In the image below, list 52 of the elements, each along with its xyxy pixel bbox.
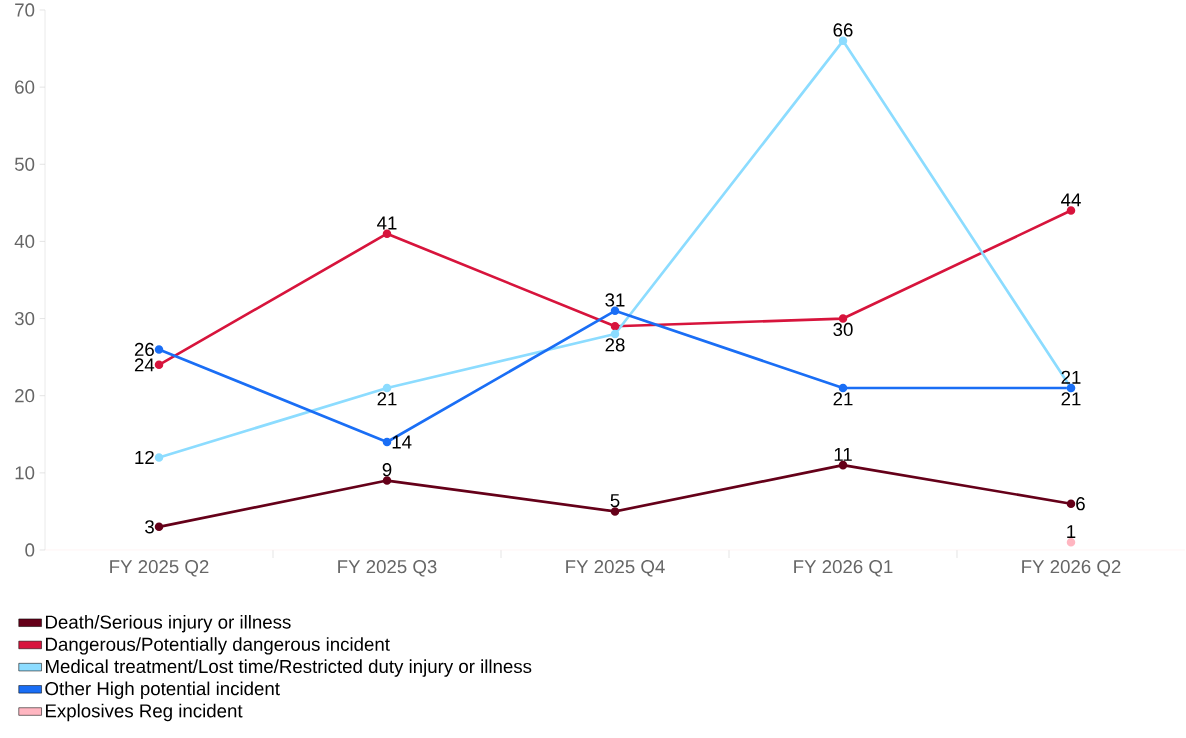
legend-label: Dangerous/Potentially dangerous incident bbox=[45, 637, 390, 655]
data-label: 30 bbox=[833, 322, 853, 337]
point bbox=[838, 383, 848, 393]
point bbox=[610, 306, 620, 316]
point bbox=[382, 437, 392, 447]
data-label: 6 bbox=[1076, 497, 1085, 511]
y-tick-label: 60 bbox=[15, 80, 35, 94]
data-label: 21 bbox=[1061, 370, 1081, 384]
data-label: 21 bbox=[377, 392, 397, 406]
data-label: 31 bbox=[605, 293, 625, 307]
point bbox=[838, 36, 848, 46]
point bbox=[382, 383, 392, 393]
x-tick-label: FY 2026 Q2 bbox=[1022, 560, 1121, 577]
data-label: 14 bbox=[392, 435, 412, 449]
data-label: 3 bbox=[145, 520, 154, 534]
y-tick-label: 40 bbox=[14, 234, 35, 249]
y-tick-label: 20 bbox=[15, 389, 35, 403]
data-label: 12 bbox=[135, 450, 154, 464]
x-tick-label: FY 2026 Q1 bbox=[794, 560, 893, 577]
point bbox=[154, 453, 164, 462]
legend-label: Explosives Reg incident bbox=[45, 703, 243, 722]
point bbox=[154, 360, 164, 370]
data-label: 21 bbox=[833, 392, 853, 406]
y-tick-label: 30 bbox=[14, 311, 35, 326]
point bbox=[154, 345, 164, 354]
y-tick-label: 50 bbox=[14, 157, 35, 171]
data-label: 41 bbox=[377, 216, 397, 230]
data-label: 66 bbox=[833, 23, 853, 37]
data-label: 28 bbox=[605, 338, 625, 352]
data-label: 1 bbox=[1067, 525, 1076, 539]
data-label: 9 bbox=[382, 463, 392, 477]
y-tick-label: 0 bbox=[25, 543, 35, 557]
legend-label: Death/Serious injury or illness bbox=[45, 614, 291, 633]
point bbox=[1066, 538, 1076, 547]
point bbox=[610, 322, 620, 331]
legend-label: Medical treatment/Lost time/Restricted duty injury or illness bbox=[45, 659, 532, 677]
data-label: 21 bbox=[1061, 392, 1081, 406]
data-label: 5 bbox=[610, 494, 620, 508]
legend-label: Other High potential incident bbox=[45, 681, 280, 699]
y-tick-label: 70 bbox=[15, 3, 35, 17]
point bbox=[1066, 499, 1076, 508]
data-label: 24 bbox=[134, 358, 155, 372]
y-tick-label: 10 bbox=[15, 466, 35, 480]
data-label: 11 bbox=[834, 448, 852, 461]
x-tick-label: FY 2025 Q4 bbox=[566, 560, 665, 577]
x-tick-label: FY 2025 Q3 bbox=[338, 560, 437, 577]
point bbox=[838, 460, 848, 470]
data-label: 26 bbox=[134, 342, 154, 357]
point bbox=[154, 522, 164, 532]
point bbox=[610, 329, 620, 339]
data-label: 44 bbox=[1061, 193, 1081, 207]
x-tick-label: FY 2025 Q2 bbox=[110, 560, 209, 577]
